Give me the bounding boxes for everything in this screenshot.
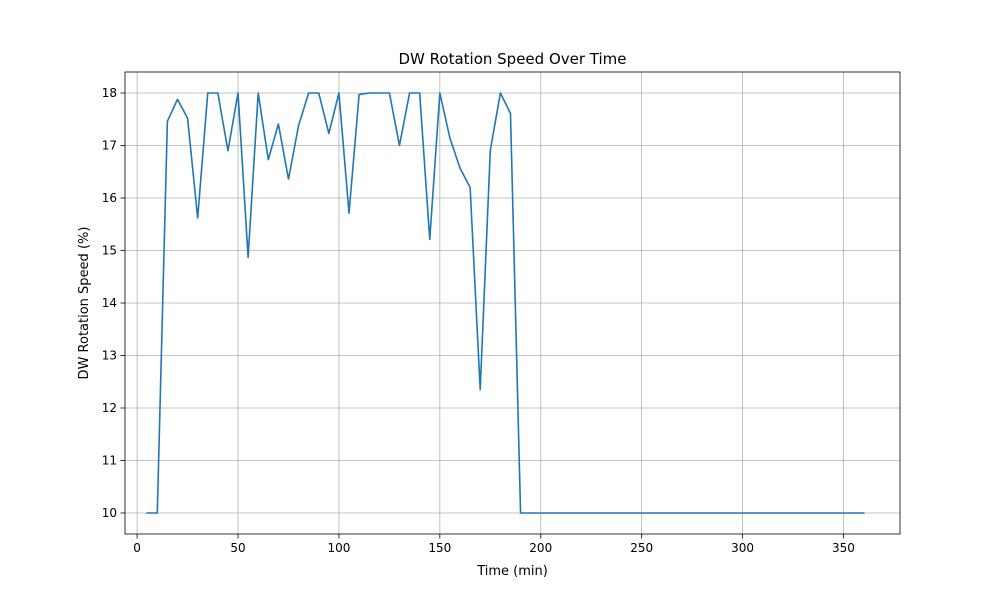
y-tick-label: 15 [102,244,117,258]
x-tick-label: 0 [133,541,141,555]
series-line [146,92,865,514]
x-tick-label: 200 [529,541,552,555]
y-tick-label: 11 [102,454,117,468]
y-axis-label: DW Rotation Speed (%) [77,227,92,380]
series-layer [146,92,865,514]
y-tick-label: 18 [102,86,117,100]
y-tick-label: 12 [102,401,117,415]
y-axis-ticks: 10 11 12 13 14 15 16 17 18 [102,86,125,520]
y-tick-label: 16 [102,191,117,205]
y-tick-label: 14 [102,296,117,310]
x-tick-label: 150 [428,541,451,555]
y-tick-label: 17 [102,139,117,153]
x-tick-label: 350 [832,541,855,555]
y-tick-label: 10 [102,506,117,520]
x-tick-label: 250 [630,541,653,555]
grid-lines [125,72,900,534]
x-tick-label: 50 [230,541,245,555]
x-axis-label: Time (min) [476,564,548,579]
chart-title: DW Rotation Speed Over Time [399,50,627,68]
x-tick-label: 300 [731,541,754,555]
y-tick-label: 13 [102,349,117,363]
x-tick-label: 100 [327,541,350,555]
x-axis-ticks: 0 50 100 150 200 250 300 350 [133,534,855,555]
